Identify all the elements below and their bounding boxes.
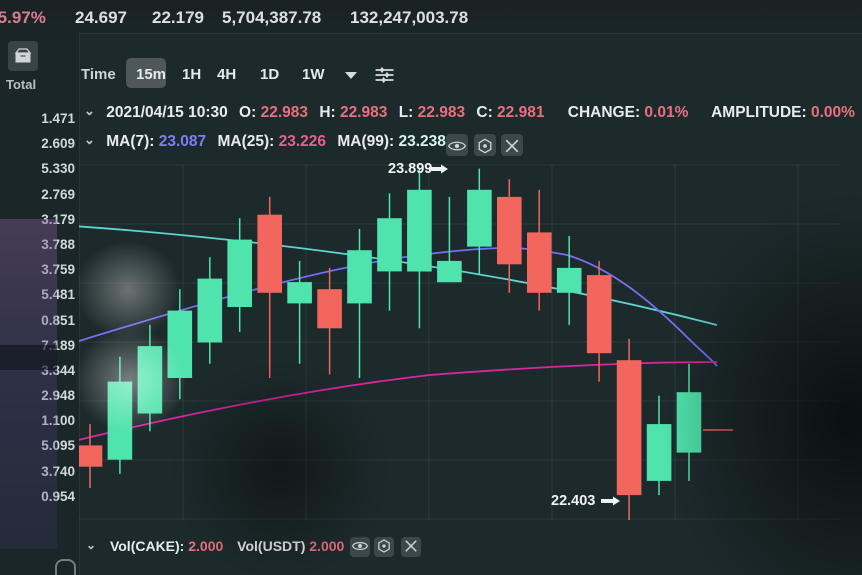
svg-text:23.899: 23.899: [388, 161, 432, 177]
svg-text:22.403: 22.403: [551, 493, 595, 509]
